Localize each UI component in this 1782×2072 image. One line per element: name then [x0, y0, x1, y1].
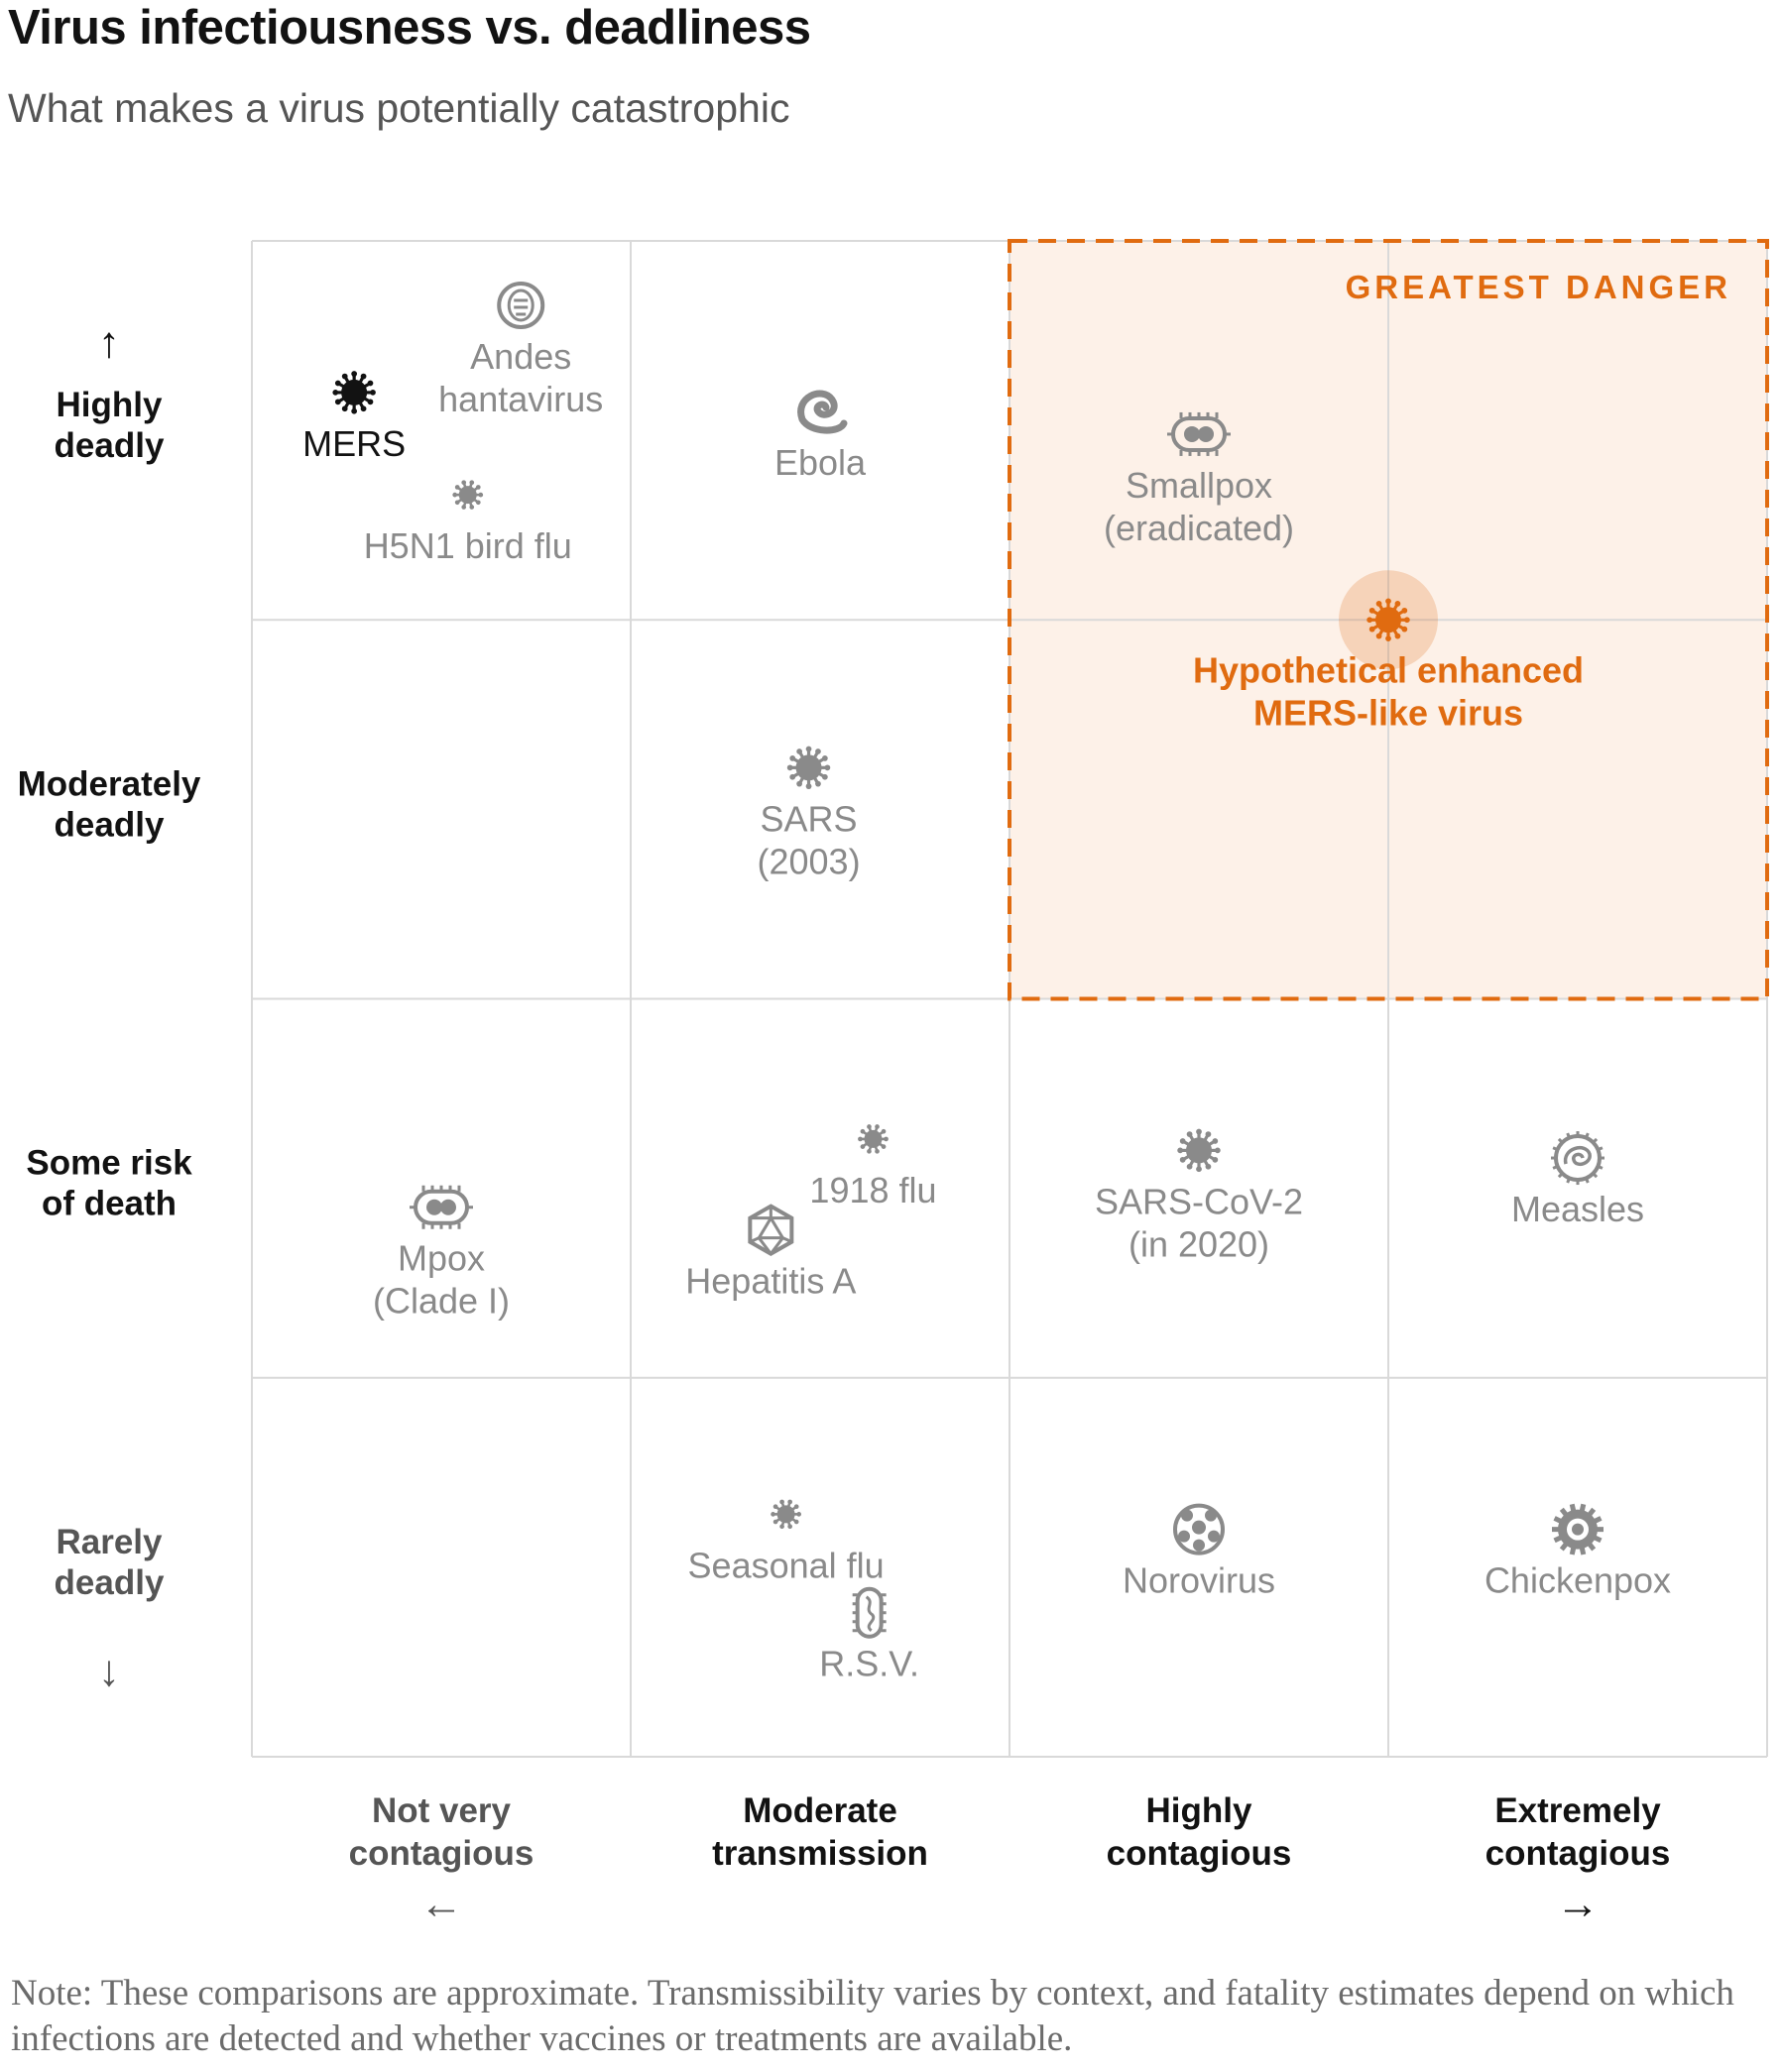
measles-virus-icon: [1551, 1131, 1604, 1186]
herpesvirus-icon: [1552, 1503, 1604, 1555]
virus-label: Chickenpox: [1485, 1560, 1671, 1601]
ebola-virus-icon: [797, 390, 848, 434]
virus-matrix-chart: GREATEST DANGER Highly deadly Moderately dea…: [18, 239, 1769, 1928]
virus-label: Smallpox (eradicated): [1104, 465, 1294, 548]
x-axis-label: Not very contagious: [349, 1791, 535, 1873]
hantavirus-icon: [497, 281, 545, 329]
virus-point: R.S.V.: [819, 1586, 919, 1684]
virus-label: Ebola: [774, 442, 867, 483]
virus-label: H5N1 bird flu: [364, 525, 572, 566]
corona-virus-icon: [332, 371, 376, 414]
corona-virus-icon: [1177, 1128, 1221, 1173]
virus-label: R.S.V.: [819, 1644, 919, 1684]
icosahedral-virus-icon: [748, 1204, 794, 1256]
virus-point: SARS-CoV-2 (in 2020): [1095, 1128, 1303, 1264]
x-axis-label: Highly contagious: [1107, 1791, 1292, 1873]
arrow-up-icon: ↑: [98, 318, 120, 367]
virus-point: Ebola: [774, 390, 867, 483]
virus-point: Norovirus: [1123, 1503, 1275, 1601]
virus-point: MERS: [302, 371, 406, 464]
virus-point: Seasonal flu: [688, 1499, 885, 1585]
virus-label: 1918 flu: [809, 1170, 936, 1210]
corona-virus-icon: [786, 746, 831, 790]
arrow-down-icon: ↓: [98, 1647, 120, 1695]
chart-title: Virus infectiousness vs. deadliness: [8, 1, 811, 55]
flu-virus-icon: [771, 1499, 802, 1530]
greatest-danger-border: [1008, 239, 1769, 1001]
virus-label: Mpox (Clade I): [373, 1238, 510, 1322]
virus-label: Measles: [1511, 1189, 1644, 1229]
flu-virus-icon: [452, 480, 484, 510]
greatest-danger-label: GREATEST DANGER: [1346, 269, 1731, 305]
virus-label: Hypothetical enhanced MERS-like virus: [1193, 649, 1584, 733]
poxvirus-icon: [410, 1185, 473, 1229]
virus-label: MERS: [302, 423, 406, 464]
x-axis-label: Moderate transmission: [712, 1791, 928, 1873]
virus-point: Mpox (Clade I): [373, 1185, 510, 1322]
virus-point: Hepatitis A: [685, 1204, 856, 1302]
arrow-right-icon: →: [1556, 1880, 1600, 1928]
poxvirus-icon: [1167, 411, 1231, 456]
virus-label: Hepatitis A: [685, 1261, 856, 1302]
y-axis-label: Moderately deadly: [18, 764, 201, 844]
virus-label: Seasonal flu: [688, 1545, 885, 1585]
y-axis-label: Rarely deadly: [55, 1523, 165, 1602]
flu-virus-icon: [858, 1124, 889, 1154]
virus-label: Andes hantavirus: [438, 336, 603, 419]
y-axis-label: Some risk of death: [26, 1144, 192, 1223]
virus-label: SARS-CoV-2 (in 2020): [1095, 1181, 1303, 1264]
virus-point: Smallpox (eradicated): [1104, 411, 1294, 548]
footnote: Note: These comparisons are approximate.…: [11, 1973, 1734, 2059]
virus-point: Measles: [1511, 1131, 1644, 1229]
virus-point: H5N1 bird flu: [364, 480, 572, 566]
virus-label: Norovirus: [1123, 1560, 1275, 1601]
virus-point: Chickenpox: [1485, 1503, 1671, 1601]
y-axis-label: Highly deadly: [55, 386, 165, 465]
arrow-left-icon: ←: [419, 1880, 463, 1928]
virus-point: 1918 flu: [809, 1124, 937, 1210]
x-axis-label: Extremely contagious: [1485, 1791, 1671, 1873]
virus-label: SARS (2003): [758, 798, 861, 881]
chart-subtitle: What makes a virus potentially catastrop…: [8, 85, 790, 131]
corona-virus-icon: [1366, 598, 1410, 641]
rsv-virus-icon: [852, 1586, 887, 1639]
virus-point: SARS (2003): [758, 746, 861, 881]
norovirus-icon: [1173, 1503, 1225, 1555]
virus-point: Andes hantavirus: [438, 281, 603, 419]
virus-point: Hypothetical enhanced MERS-like virus: [1193, 570, 1584, 733]
